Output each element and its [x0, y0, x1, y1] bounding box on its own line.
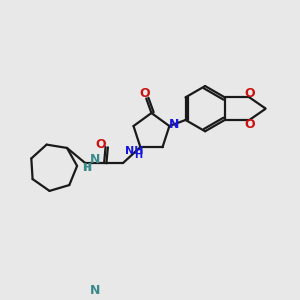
- Text: H: H: [135, 150, 143, 160]
- Text: H: H: [83, 163, 91, 173]
- Text: N: N: [90, 152, 101, 166]
- Text: O: O: [244, 118, 255, 130]
- Text: O: O: [95, 138, 106, 151]
- Text: O: O: [244, 87, 255, 100]
- Text: NH: NH: [125, 146, 143, 156]
- Text: O: O: [140, 87, 150, 100]
- Text: N: N: [90, 284, 101, 297]
- Text: H: H: [82, 163, 91, 173]
- Text: N: N: [169, 118, 179, 131]
